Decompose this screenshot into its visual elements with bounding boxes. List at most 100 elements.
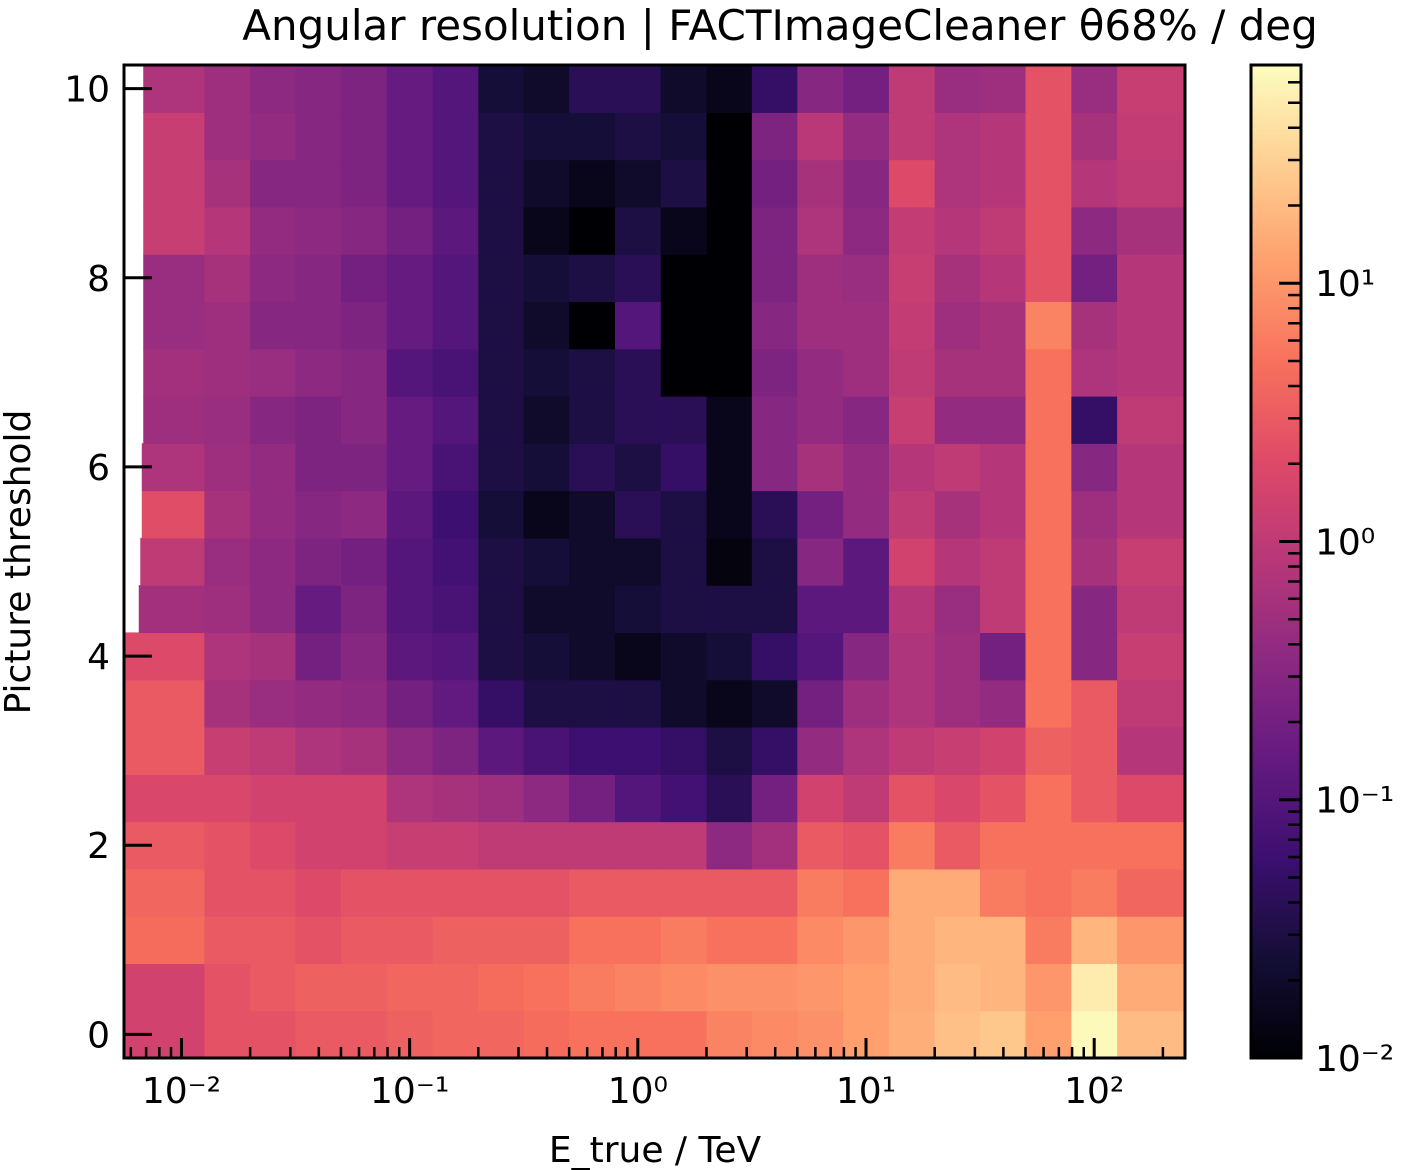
heatmap-cell [660, 159, 708, 208]
heatmap-cell [340, 490, 388, 539]
heatmap-cell [124, 727, 205, 775]
heatmap-cell [340, 1010, 388, 1059]
heatmap-cell [660, 537, 708, 586]
heatmap-cell [432, 254, 479, 303]
heatmap-cell [934, 443, 981, 492]
heatmap-cell [706, 585, 753, 634]
heatmap-cell [432, 443, 479, 492]
heatmap-cell [523, 443, 570, 492]
heatmap-cell [934, 632, 981, 681]
heatmap-cell [478, 490, 525, 539]
plot-frame [122, 63, 1187, 1060]
heatmap-cell [340, 774, 388, 823]
heatmap-cell [888, 916, 936, 965]
heatmap-cell [888, 301, 936, 350]
heatmap-cell [569, 774, 616, 823]
heatmap-cell [340, 585, 388, 634]
heatmap-cell [614, 916, 662, 965]
y-axis: 0 2 4 6 8 10 [64, 70, 152, 1056]
heatmap-cell [569, 632, 616, 681]
heatmap-cell [432, 490, 479, 539]
heatmap-cell [250, 443, 297, 492]
heatmap-cell [523, 916, 570, 965]
heatmap-cell [295, 821, 342, 870]
heatmap-cell [478, 112, 525, 161]
heatmap-cell [751, 727, 798, 775]
heatmap-cell [478, 774, 525, 823]
heatmap-cell [614, 821, 662, 870]
heatmap-cell [888, 348, 936, 397]
heatmap-cell [478, 916, 525, 965]
heatmap-cell [340, 301, 388, 350]
heatmap-cell [888, 1010, 936, 1059]
heatmap-cell [1117, 916, 1186, 965]
x-tick-label: 10⁻¹ [370, 1071, 449, 1112]
heatmap-cell [432, 916, 479, 965]
heatmap-cell [614, 65, 662, 113]
heatmap-cell [843, 301, 890, 350]
heatmap-cell [797, 1010, 844, 1059]
heatmap-cell [340, 443, 388, 492]
heatmap-cell [523, 537, 570, 586]
heatmap-cell [888, 65, 936, 113]
heatmap-cell [1071, 443, 1118, 492]
x-axis: 10⁻² 10⁻¹ 10⁰ 10¹ 10² [129, 1038, 1165, 1112]
heatmap-cell [1117, 490, 1186, 539]
heatmap-cell [523, 301, 570, 350]
heatmap-cell [478, 868, 525, 917]
heatmap-cell [1025, 112, 1072, 161]
heatmap-cell [250, 679, 297, 728]
heatmap-cell [706, 1010, 753, 1059]
heatmap-cell [295, 65, 342, 113]
heatmap-cell [386, 585, 434, 634]
heatmap-cell [1117, 348, 1186, 397]
heatmap-cell [204, 963, 251, 1012]
heatmap-cell [934, 1010, 981, 1059]
heatmap-cell [706, 727, 753, 775]
heatmap-cell [386, 632, 434, 681]
heatmap-cell [569, 585, 616, 634]
heatmap-cell [1117, 727, 1186, 775]
heatmap-cell [523, 396, 570, 444]
heatmap-cell [523, 679, 570, 728]
heatmap-cell [295, 254, 342, 303]
heatmap-cell [888, 585, 936, 634]
heatmap-cell [124, 868, 205, 917]
heatmap-cell [1071, 963, 1118, 1012]
heatmap-cell [523, 65, 570, 113]
heatmap-cell [569, 916, 616, 965]
heatmap-cell [1025, 396, 1072, 444]
heatmap-cell [478, 727, 525, 775]
colorbar-tick-label: 10¹ [1315, 264, 1375, 305]
heatmap-cell [934, 774, 981, 823]
heatmap-cell [250, 159, 297, 208]
heatmap-cell [1025, 206, 1072, 255]
heatmap-cell [888, 112, 936, 161]
heatmap-cell [340, 537, 388, 586]
heatmap-cell [706, 159, 753, 208]
heatmap-cell [386, 206, 434, 255]
heatmap-cell [1071, 868, 1118, 917]
heatmap-cell [124, 679, 205, 728]
heatmap-cell [432, 301, 479, 350]
heatmap-cell [888, 821, 936, 870]
x-axis-label: E_true / TeV [549, 1130, 762, 1170]
heatmap-cell [797, 868, 844, 917]
heatmap-cell [888, 774, 936, 823]
y-tick-label: 0 [87, 1015, 110, 1056]
heatmap-cell [843, 206, 890, 255]
heatmap-cell [340, 632, 388, 681]
heatmap-cell [1117, 821, 1186, 870]
heatmap-cell [843, 254, 890, 303]
colorbar-tick-label: 10⁰ [1315, 522, 1375, 563]
heatmap-cell [569, 1010, 616, 1059]
chart-title: Angular resolution | FACTImageCleaner θ6… [242, 1, 1318, 50]
heatmap-cell [1117, 443, 1186, 492]
heatmap-cell [797, 112, 844, 161]
heatmap-cell [386, 348, 434, 397]
heatmap-cell [1025, 490, 1072, 539]
heatmap-cell [797, 963, 844, 1012]
heatmap-cell [934, 868, 981, 917]
heatmap-cell [1025, 1010, 1072, 1059]
heatmap-cell [295, 159, 342, 208]
